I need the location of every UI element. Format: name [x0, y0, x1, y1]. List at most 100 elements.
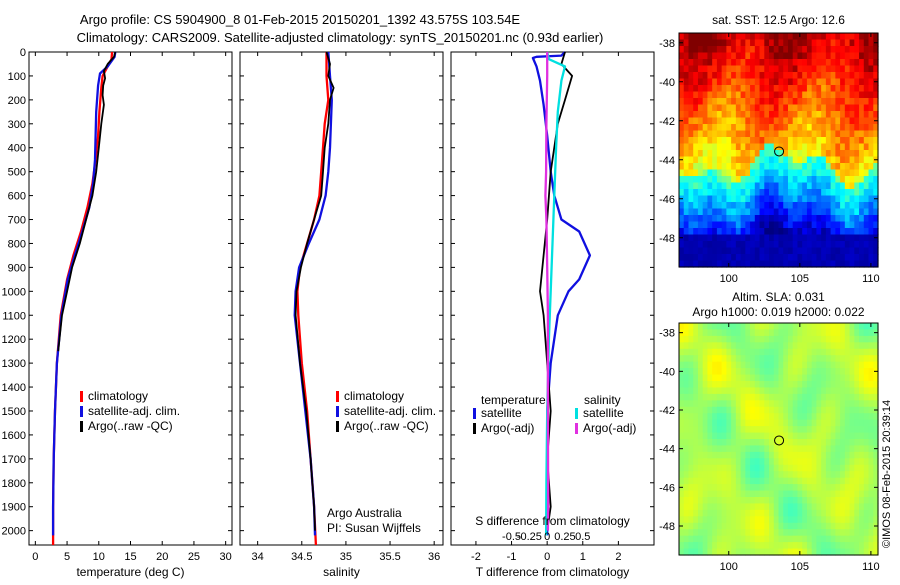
map-cell — [735, 542, 742, 550]
map-cell — [816, 104, 822, 112]
map-cell — [778, 387, 784, 395]
map-cell — [787, 137, 794, 145]
map-cell — [849, 432, 855, 440]
map-cell — [716, 535, 723, 543]
map-cell — [825, 33, 832, 41]
map-cell — [840, 471, 846, 479]
map-cell — [707, 59, 713, 67]
map-cell — [859, 419, 865, 427]
map-cell — [754, 247, 761, 255]
map-cell — [740, 46, 746, 54]
map-cell — [840, 111, 846, 119]
map-cell — [735, 39, 742, 47]
map-cell — [825, 202, 832, 210]
map-cell — [806, 39, 813, 47]
map-cell — [854, 124, 860, 132]
map-cell — [754, 329, 761, 337]
map-cell — [802, 484, 808, 492]
map-cell — [854, 85, 860, 93]
map-cell — [754, 182, 761, 190]
sst_map-frame — [678, 32, 879, 268]
map-cell — [783, 247, 789, 255]
map-cell — [797, 65, 803, 73]
map-cell — [679, 260, 685, 268]
map-cell — [769, 335, 775, 343]
map-cell — [683, 195, 690, 203]
map-cell — [707, 228, 713, 236]
map-cell — [754, 143, 761, 151]
map-cell — [792, 497, 799, 505]
map-cell — [750, 355, 756, 363]
map-cell — [726, 169, 732, 177]
map-cell — [716, 72, 723, 80]
map-cell — [693, 137, 699, 145]
map-cell — [806, 342, 813, 350]
map-cell — [740, 548, 746, 556]
map-cell — [688, 111, 694, 119]
map-cell — [873, 221, 879, 229]
map-cell — [731, 535, 737, 543]
map-cell — [821, 368, 827, 376]
map-cell — [716, 451, 723, 459]
map-cell — [773, 39, 780, 47]
map-cell — [821, 228, 827, 236]
map-cell — [873, 137, 879, 145]
map-cell — [787, 33, 794, 41]
map-cell — [750, 117, 756, 125]
map-cell — [849, 104, 855, 112]
map-cell — [830, 348, 836, 356]
map-cell — [811, 393, 818, 401]
map-cell — [697, 215, 704, 223]
map-cell — [835, 368, 841, 376]
map-cell — [745, 355, 751, 363]
map-cell — [840, 335, 846, 343]
map-cell — [697, 406, 704, 414]
map-cell — [764, 91, 770, 99]
map-cell — [797, 247, 803, 255]
map-cell — [783, 387, 789, 395]
map-cell — [688, 98, 694, 106]
map-cell — [773, 348, 780, 356]
map-cell — [712, 445, 718, 453]
map-cell — [750, 329, 756, 337]
map-cell — [726, 503, 732, 511]
map-cell — [750, 497, 756, 505]
map-cell — [712, 195, 718, 203]
map-cell — [873, 72, 879, 80]
map-cell — [683, 335, 690, 343]
map-cell — [702, 426, 709, 434]
map-cell — [688, 202, 694, 210]
map-cell — [835, 381, 841, 389]
map-cell — [745, 361, 751, 369]
map-cell — [840, 497, 846, 505]
map-cell — [835, 124, 841, 132]
map-cell — [683, 98, 690, 106]
map-cell — [697, 361, 704, 369]
map-cell — [702, 439, 709, 447]
map-cell — [731, 542, 737, 550]
map-cell — [769, 548, 775, 556]
map-cell — [859, 98, 865, 106]
map-cell — [731, 143, 737, 151]
map-cell — [835, 535, 841, 543]
map-cell — [854, 432, 860, 440]
map-cell — [702, 143, 709, 151]
map-cell — [797, 91, 803, 99]
map-cell — [683, 522, 690, 530]
map-cell — [873, 509, 879, 517]
map-cell — [854, 91, 860, 99]
map-cell — [868, 176, 874, 184]
map-cell — [759, 169, 765, 177]
map-cell — [830, 548, 836, 556]
map-cell — [787, 522, 794, 530]
map-cell — [759, 46, 765, 54]
map-cell — [854, 400, 860, 408]
map-cell — [754, 169, 761, 177]
map-cell — [697, 471, 704, 479]
map-cell — [849, 234, 855, 242]
map-cell — [806, 329, 813, 337]
map-cell — [679, 419, 685, 427]
map-cell — [769, 59, 775, 67]
map-cell — [821, 361, 827, 369]
map-cell — [702, 497, 709, 505]
